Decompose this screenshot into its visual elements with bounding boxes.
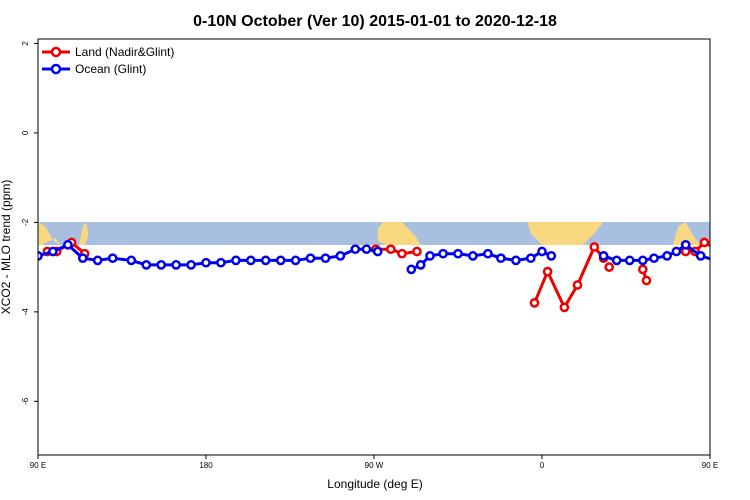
ocean-data-point [275, 255, 286, 266]
y-axis: 2 0 -2 -4 -6 [21, 41, 38, 405]
ocean-data-point [245, 255, 256, 266]
ocean-data-point [546, 251, 557, 261]
land-data-point [559, 302, 570, 313]
ocean-data-point [649, 253, 659, 264]
land-data-point [412, 246, 422, 257]
land-area [377, 222, 421, 245]
ocean-data-point [438, 248, 448, 259]
x-tick-label: 0 [540, 461, 545, 470]
x-tick-label: 90 W [365, 461, 384, 470]
ocean-data-point [511, 255, 521, 266]
ocean-data-point [92, 255, 103, 266]
ocean-data-point [305, 253, 316, 264]
ocean-data-point [680, 239, 691, 250]
chart-title: 0-10N October (Ver 10) 2015-01-01 to 202… [193, 13, 557, 30]
y-tick-label: -4 [21, 308, 30, 316]
ocean-data-point [107, 253, 118, 264]
ocean-data-point [320, 253, 331, 264]
ocean-data-point [372, 246, 383, 257]
ocean-data-point [483, 248, 493, 259]
ocean-data-point [537, 246, 547, 257]
land-series-line [533, 245, 605, 309]
ocean-data-point [350, 244, 361, 255]
land-data-point [542, 266, 553, 277]
ocean-data-point [415, 260, 426, 270]
legend-ocean-marker [50, 63, 62, 75]
ocean-data-point [201, 257, 211, 268]
land-data-point [385, 244, 396, 255]
ocean-band [38, 222, 710, 245]
legend-ocean-label: Ocean (Glint) [75, 62, 146, 76]
ocean-data-point [725, 255, 732, 262]
land-data-point [397, 248, 407, 259]
legend-land-marker [50, 46, 62, 58]
land-data-point [572, 280, 583, 290]
y-tick-label: 0 [21, 130, 30, 135]
ocean-data-point [231, 255, 241, 266]
ocean-data-point [141, 260, 152, 270]
land-data-point [637, 264, 648, 275]
land-area [79, 222, 89, 245]
ocean-data-point [406, 264, 417, 275]
legend: Land (Nadir&Glint) Ocean (Glint) [42, 45, 174, 76]
ocean-data-point [662, 251, 672, 261]
land-area [672, 222, 701, 245]
ocean-data-point [525, 253, 536, 264]
ocean-data-point [712, 257, 719, 264]
ocean-data-point [290, 255, 301, 266]
ocean-data-point [598, 251, 609, 261]
ocean-data-point [156, 260, 167, 270]
ocean-data-point [63, 239, 73, 250]
y-axis-label: XCO2 - MLO trend (ppm) [0, 180, 13, 315]
ocean-data-point [637, 255, 648, 266]
land-area [716, 224, 724, 245]
ocean-data-point [496, 253, 506, 264]
land-data-point [718, 248, 725, 255]
series-layer [38, 237, 747, 313]
land-data-point [699, 237, 710, 248]
ocean-data-point [260, 255, 271, 266]
ocean-data-point [695, 251, 706, 261]
ocean-data-point [335, 251, 346, 261]
x-tick-label: 90 E [702, 461, 718, 470]
land-series-line [375, 247, 418, 256]
ocean-data-point [48, 246, 58, 257]
ocean-data-point [453, 248, 463, 259]
ocean-data-point [671, 246, 682, 257]
ocean-data-point [740, 257, 747, 264]
y-tick-label: -6 [21, 397, 30, 405]
y-tick-label: 2 [21, 41, 30, 46]
map-band [38, 222, 724, 245]
x-tick-label: 180 [199, 461, 213, 470]
legend-land-label: Land (Nadir&Glint) [75, 45, 174, 59]
ocean-data-point [468, 251, 478, 261]
land-data-point [604, 262, 615, 272]
land-data-point [641, 275, 652, 286]
land-data-point [529, 298, 540, 308]
ocean-data-point [77, 253, 88, 264]
ocean-data-point [611, 255, 622, 266]
x-axis: 90 E 180 90 W 0 90 E [30, 455, 718, 470]
ocean-data-point [171, 260, 181, 270]
ocean-data-point [216, 257, 226, 268]
ocean-data-point [186, 260, 196, 270]
ocean-data-point [126, 255, 137, 266]
y-tick-label: -2 [21, 218, 30, 226]
land-area [527, 222, 604, 245]
ocean-data-point [425, 251, 435, 261]
x-axis-label: Longitude (deg E) [327, 477, 422, 491]
x-tick-label: 90 E [30, 461, 46, 470]
land-data-point [589, 242, 600, 252]
ocean-data-point [361, 244, 372, 255]
ocean-data-point [624, 255, 635, 266]
land-area [38, 222, 61, 245]
